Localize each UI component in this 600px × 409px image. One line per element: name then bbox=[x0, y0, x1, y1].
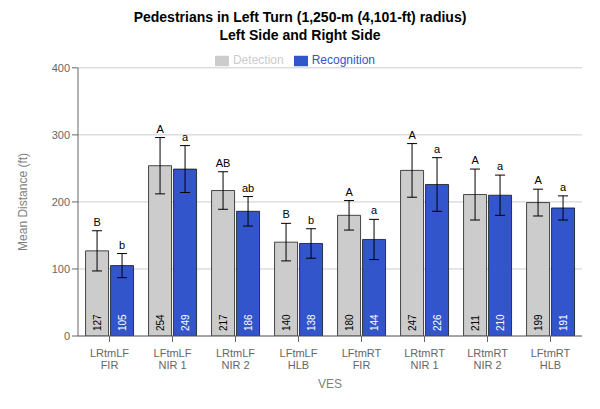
svg-text:LFtmRTFIR: LFtmRTFIR bbox=[342, 347, 382, 372]
svg-text:247: 247 bbox=[407, 314, 418, 331]
svg-text:400: 400 bbox=[52, 62, 70, 74]
svg-text:b: b bbox=[308, 214, 314, 226]
svg-text:199: 199 bbox=[533, 314, 544, 331]
svg-text:200: 200 bbox=[52, 196, 70, 208]
svg-text:a: a bbox=[182, 131, 189, 143]
svg-text:A: A bbox=[408, 129, 416, 141]
html-text:Left Side and Right Side: Left Side and Right Side bbox=[219, 27, 381, 43]
svg-text:180: 180 bbox=[344, 314, 355, 331]
svg-text:B: B bbox=[93, 216, 100, 228]
svg-text:A: A bbox=[156, 123, 164, 135]
svg-text:Mean Distance (ft): Mean Distance (ft) bbox=[16, 153, 30, 251]
html-text:Pedestrians in Left Turn (1,25: Pedestrians in Left Turn (1,250-m (4,101… bbox=[133, 9, 467, 25]
svg-text:186: 186 bbox=[243, 314, 254, 331]
svg-text:LFtmRTHLB: LFtmRTHLB bbox=[531, 347, 571, 372]
svg-text:138: 138 bbox=[306, 314, 317, 331]
svg-text:254: 254 bbox=[155, 314, 166, 331]
svg-text:249: 249 bbox=[180, 314, 191, 331]
svg-text:A: A bbox=[534, 174, 542, 186]
svg-text:140: 140 bbox=[281, 314, 292, 331]
svg-text:VES: VES bbox=[318, 377, 342, 391]
html-text:Recognition: Recognition bbox=[311, 53, 375, 67]
svg-text:191: 191 bbox=[558, 314, 569, 331]
svg-text:LRtmRTNIR 1: LRtmRTNIR 1 bbox=[404, 347, 445, 372]
svg-text:LRtmLFFIR: LRtmLFFIR bbox=[90, 347, 129, 372]
svg-text:LFtmLFNIR 1: LFtmLFNIR 1 bbox=[154, 347, 192, 372]
svg-text:211: 211 bbox=[470, 315, 481, 331]
svg-text:A: A bbox=[471, 154, 479, 166]
svg-text:217: 217 bbox=[218, 314, 229, 331]
svg-text:b: b bbox=[119, 239, 125, 251]
svg-text:210: 210 bbox=[495, 314, 506, 331]
svg-text:LRtmRTNIR 2: LRtmRTNIR 2 bbox=[467, 347, 508, 372]
svg-text:0: 0 bbox=[64, 330, 70, 342]
html-text:Detection: Detection bbox=[233, 53, 284, 67]
svg-text:100: 100 bbox=[52, 263, 70, 275]
svg-text:AB: AB bbox=[216, 157, 231, 169]
svg-text:LRtmLFNIR 2: LRtmLFNIR 2 bbox=[216, 347, 255, 372]
svg-text:a: a bbox=[371, 204, 378, 216]
svg-text:a: a bbox=[497, 160, 504, 172]
svg-text:B: B bbox=[282, 208, 289, 220]
svg-text:ab: ab bbox=[242, 182, 254, 194]
svg-text:144: 144 bbox=[369, 314, 380, 331]
svg-text:a: a bbox=[560, 181, 567, 193]
svg-text:105: 105 bbox=[117, 314, 128, 331]
svg-text:127: 127 bbox=[92, 314, 103, 331]
svg-text:300: 300 bbox=[52, 129, 70, 141]
svg-text:A: A bbox=[345, 186, 353, 198]
svg-text:226: 226 bbox=[432, 314, 443, 331]
svg-text:a: a bbox=[434, 143, 441, 155]
svg-text:LFtmLFHLB: LFtmLFHLB bbox=[280, 347, 318, 372]
